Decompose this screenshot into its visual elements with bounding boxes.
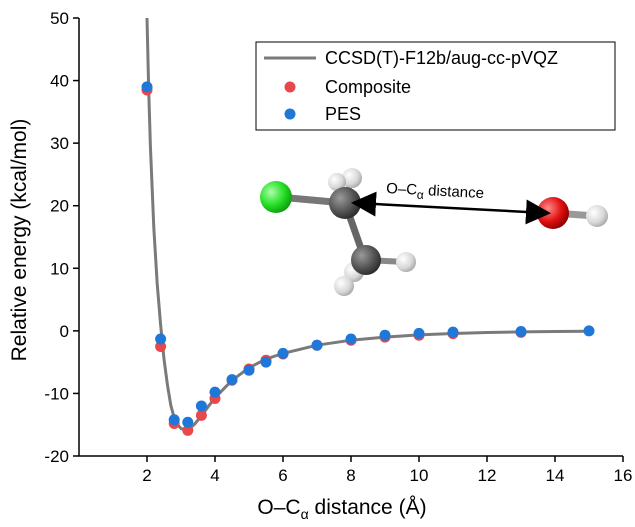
legend-label-composite: Composite: [325, 77, 411, 97]
distance-annotation: O–Cα distance: [386, 180, 485, 205]
point-pes: [141, 81, 153, 93]
point-pes: [168, 414, 180, 426]
x-tick-label: 12: [478, 466, 497, 485]
y-tick-label: 40: [50, 72, 69, 91]
point-pes: [226, 374, 238, 386]
x-axis-title: O–Cα distance (Å): [257, 496, 426, 522]
point-pes: [379, 329, 391, 341]
x-tick-label: 14: [546, 466, 565, 485]
point-pes: [311, 339, 323, 351]
point-pes: [345, 333, 357, 345]
y-tick-label: -10: [44, 384, 69, 403]
point-pes: [243, 364, 255, 376]
h-atom-oh: [586, 205, 608, 227]
h-atom-1: [342, 168, 362, 188]
point-pes: [155, 333, 167, 345]
point-composite: [182, 424, 194, 436]
y-axis-title: Relative energy (kcal/mol): [8, 119, 31, 362]
y-tick-label: -20: [44, 447, 69, 466]
y-tick-label: 20: [50, 197, 69, 216]
point-pes: [209, 386, 221, 398]
point-pes: [447, 326, 459, 338]
c-atom-beta: [351, 245, 381, 275]
y-tick-label: 0: [60, 322, 69, 341]
molecule-illustration: O–Cα distance: [260, 168, 608, 296]
legend-swatch-pes: [284, 108, 296, 120]
y-tick-label: 30: [50, 134, 69, 153]
point-pes: [260, 356, 272, 368]
point-pes: [515, 325, 527, 337]
legend-swatch-composite: [284, 81, 296, 93]
y-tick-label: 10: [50, 259, 69, 278]
x-tick-label: 4: [210, 466, 219, 485]
y-tick-label: 50: [50, 9, 69, 28]
cl-atom: [260, 181, 292, 213]
series-layer: [141, 17, 595, 436]
h-atom-4: [334, 276, 354, 296]
point-pes: [413, 327, 425, 339]
legend-label-pes: PES: [325, 104, 361, 124]
h-atom-3: [396, 252, 416, 272]
x-tick-label: 2: [142, 466, 151, 485]
x-tick-label: 8: [346, 466, 355, 485]
point-composite: [195, 409, 207, 421]
legend-label-ccsd: CCSD(T)-F12b/aug-cc-pVQZ: [325, 48, 558, 68]
point-pes: [277, 347, 289, 359]
point-pes: [195, 400, 207, 412]
legend: CCSD(T)-F12b/aug-cc-pVQZ Composite PES: [255, 41, 616, 131]
point-pes: [583, 325, 595, 337]
x-tick-label: 6: [278, 466, 287, 485]
distance-arrow: [351, 191, 551, 225]
series-line-ccsd: [145, 17, 590, 432]
axes: 2 4 6 8 10 12 14 16 -20 -10 0 10 20 30 40 50: [44, 9, 632, 485]
point-pes: [182, 416, 194, 428]
x-tick-label: 10: [410, 466, 429, 485]
x-tick-label: 16: [614, 466, 633, 485]
h-atom-2: [328, 173, 346, 191]
